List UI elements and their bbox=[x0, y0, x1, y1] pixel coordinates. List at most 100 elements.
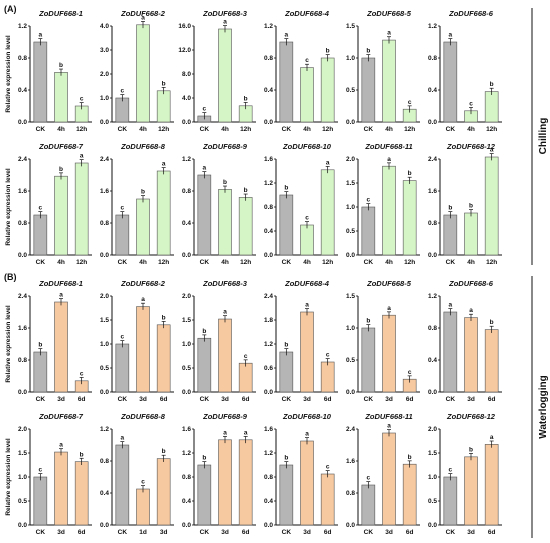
x-tick-label: 4h bbox=[385, 126, 393, 133]
y-tick-label: 0.0 bbox=[100, 252, 109, 259]
bar-3d bbox=[464, 317, 478, 393]
y-tick-label: 1.0 bbox=[346, 204, 355, 211]
x-tick-label: 3d bbox=[221, 529, 229, 536]
bar-3d bbox=[382, 314, 396, 393]
significance-letter: a bbox=[162, 161, 166, 168]
y-tick-label: 0.4 bbox=[182, 498, 191, 505]
x-tick-label: CK bbox=[36, 259, 46, 266]
x-tick-label: 6d bbox=[324, 396, 332, 403]
y-tick-label: 0.8 bbox=[264, 204, 273, 211]
x-tick-label: 3d bbox=[160, 529, 168, 536]
chart-title: ZoDUF668-8 bbox=[120, 412, 166, 421]
significance-letter: c bbox=[80, 96, 84, 103]
x-tick-label: CK bbox=[364, 126, 374, 133]
chilling-side-label: Chilling bbox=[538, 118, 549, 155]
bar-3d bbox=[54, 451, 68, 526]
y-tick-label: 0.0 bbox=[346, 389, 355, 396]
significance-letter: b bbox=[223, 179, 227, 186]
significance-letter: a bbox=[121, 435, 125, 442]
chart-title: ZoDUF668-9 bbox=[202, 142, 248, 151]
x-tick-label: 6d bbox=[488, 529, 496, 536]
x-tick-label: 12h bbox=[404, 259, 415, 266]
chart-title: ZoDUF668-5 bbox=[366, 279, 412, 288]
y-tick-label: 0.5 bbox=[100, 365, 109, 372]
significance-letter: a bbox=[387, 156, 391, 163]
significance-letter: c bbox=[141, 479, 145, 486]
y-tick-label: 1.0 bbox=[346, 55, 355, 62]
bar-3d bbox=[300, 311, 314, 393]
bar-3d bbox=[382, 432, 396, 526]
panel-b-label: (B) bbox=[4, 272, 17, 282]
y-tick-label: 1.5 bbox=[346, 23, 355, 30]
significance-letter: c bbox=[408, 99, 412, 106]
chart-title: ZoDUF668-6 bbox=[448, 9, 494, 18]
x-tick-label: 6d bbox=[78, 396, 86, 403]
x-tick-label: 12h bbox=[240, 126, 251, 133]
significance-letter: b bbox=[326, 48, 330, 55]
x-tick-label: 6d bbox=[78, 529, 86, 536]
bar-CK bbox=[33, 214, 48, 256]
bar-4h bbox=[136, 198, 150, 256]
significance-letter: b bbox=[366, 318, 370, 325]
chart-panel-17: ZoDUF668-5 0.0 0.5 1.0 1.5 b CK a 3d c 6d bbox=[346, 279, 420, 403]
x-tick-label: CK bbox=[118, 259, 128, 266]
significance-letter: a bbox=[223, 309, 227, 316]
bar-4h bbox=[382, 165, 396, 256]
x-tick-label: 12h bbox=[322, 126, 333, 133]
y-tick-label: 0.8 bbox=[428, 220, 437, 227]
bar-CK bbox=[443, 41, 458, 123]
y-tick-label: 0.4 bbox=[428, 87, 437, 94]
x-tick-label: 3d bbox=[467, 529, 475, 536]
y-tick-label: 1.6 bbox=[100, 188, 109, 195]
y-tick-label: 0.0 bbox=[182, 522, 191, 529]
bar-4h bbox=[218, 189, 232, 256]
chart-panel-15: ZoDUF668-3 0.0 0.5 1.0 1.5 2.0 b CK a 3d c 6d bbox=[182, 279, 256, 403]
waterlogging-side-label: Waterlogging bbox=[538, 375, 549, 439]
chart-title: ZoDUF668-12 bbox=[446, 412, 496, 421]
x-tick-label: 12h bbox=[158, 126, 169, 133]
significance-letter: a bbox=[387, 305, 391, 312]
x-tick-label: 12h bbox=[76, 126, 87, 133]
significance-letter: c bbox=[121, 334, 125, 341]
y-tick-label: 1.2 bbox=[182, 450, 191, 457]
significance-letter: a bbox=[141, 296, 145, 303]
chart-title: ZoDUF668-11 bbox=[364, 142, 412, 151]
chart-panel-11: ZoDUF668-11 0.0 0.5 1.0 1.5 2.0 c CK a 4h b 12h bbox=[346, 142, 420, 266]
y-axis-label: Relative expression level bbox=[5, 168, 12, 246]
bar-CK bbox=[279, 464, 294, 526]
y-tick-label: 2.4 bbox=[428, 156, 437, 163]
y-tick-label: 1.0 bbox=[100, 341, 109, 348]
bar-CK bbox=[361, 206, 376, 256]
y-tick-label: 4.0 bbox=[100, 23, 109, 30]
y-tick-label: 0.6 bbox=[264, 365, 273, 372]
y-tick-label: 0.8 bbox=[428, 55, 437, 62]
y-tick-label: 0.4 bbox=[100, 490, 109, 497]
significance-letter: b bbox=[469, 203, 473, 210]
y-tick-label: 1.6 bbox=[346, 458, 355, 465]
y-tick-label: 0.0 bbox=[182, 252, 191, 259]
significance-letter: b bbox=[469, 446, 473, 453]
x-tick-label: CK bbox=[446, 126, 456, 133]
bar-CK bbox=[33, 476, 48, 526]
chart-panel-12: ZoDUF668-12 0.0 0.8 1.6 2.4 b CK b 4h a 12h bbox=[428, 142, 502, 266]
bar-3d bbox=[464, 456, 478, 526]
y-tick-label: 0.8 bbox=[100, 220, 109, 227]
x-tick-label: 4h bbox=[467, 126, 475, 133]
y-tick-label: 1.6 bbox=[264, 426, 273, 433]
x-tick-label: CK bbox=[200, 126, 210, 133]
bar-4h bbox=[54, 175, 68, 256]
y-tick-label: 3.0 bbox=[100, 47, 109, 54]
y-tick-label: 12.0 bbox=[178, 47, 191, 54]
x-tick-label: 3d bbox=[303, 529, 311, 536]
significance-letter: c bbox=[39, 467, 43, 474]
y-tick-label: 1.2 bbox=[264, 450, 273, 457]
bar-4h bbox=[382, 39, 396, 123]
bar-CK bbox=[279, 194, 294, 256]
significance-letter: a bbox=[141, 14, 145, 21]
bar-CK bbox=[115, 214, 130, 256]
bar-12h bbox=[238, 197, 253, 256]
y-tick-label: 2.0 bbox=[346, 156, 355, 163]
significance-letter: a bbox=[449, 302, 453, 309]
y-tick-label: 1.2 bbox=[264, 23, 273, 30]
